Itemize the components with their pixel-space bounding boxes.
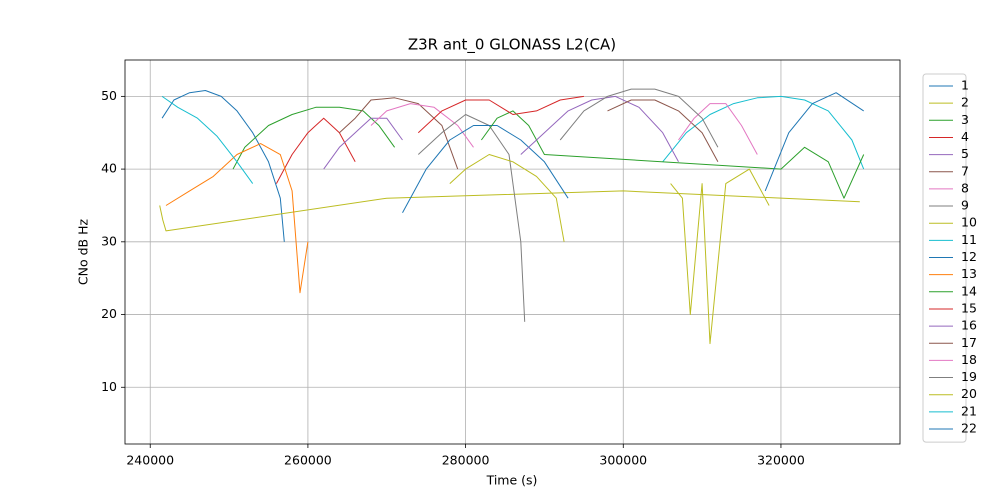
y-tick-label: 10 [101, 379, 117, 394]
y-tick-label: 30 [101, 233, 117, 248]
legend-label: 22 [961, 421, 977, 436]
x-tick-label: 240000 [126, 453, 174, 468]
legend-label: 1 [961, 78, 969, 93]
legend-label: 7 [961, 163, 969, 178]
x-tick-label: 320000 [757, 453, 805, 468]
legend-label: 8 [961, 180, 969, 195]
series-line [159, 190, 860, 232]
series-line [275, 117, 356, 184]
legend-label: 20 [961, 386, 977, 401]
y-tick-label: 20 [101, 306, 117, 321]
legend-label: 14 [961, 283, 977, 298]
series-line [165, 143, 309, 294]
series-line [449, 154, 565, 242]
series-line [339, 97, 459, 170]
series-line [662, 95, 865, 170]
series-line [559, 88, 719, 148]
legend-label: 2 [961, 95, 969, 110]
legend-label: 16 [961, 318, 977, 333]
legend-label: 15 [961, 300, 977, 315]
series-line [764, 92, 864, 192]
legend-label: 17 [961, 335, 977, 350]
series-line [607, 99, 719, 163]
y-tick-label: 50 [101, 88, 117, 103]
plot-frame [124, 59, 901, 445]
x-axis-label: Time (s) [486, 473, 538, 488]
legend-label: 10 [961, 215, 977, 230]
series-line [480, 110, 865, 199]
series-line [402, 125, 569, 213]
series-line [161, 90, 285, 242]
series-line [670, 168, 770, 345]
legend-label: 5 [961, 146, 969, 161]
series-line [417, 114, 526, 322]
legend-label: 19 [961, 369, 977, 384]
legend-label: 12 [961, 249, 977, 264]
legend-label: 9 [961, 198, 969, 213]
y-tick-label: 40 [101, 161, 117, 176]
legend-label: 4 [961, 129, 969, 144]
y-axis-label: CNo dB Hz [76, 218, 91, 285]
series-line [417, 95, 584, 134]
legend-label: 13 [961, 266, 977, 281]
legend-label: 3 [961, 112, 969, 127]
legend-label: 18 [961, 352, 977, 367]
legend-label: 21 [961, 403, 977, 418]
series-line [161, 95, 254, 184]
legend-label: 11 [961, 232, 977, 247]
x-tick-label: 260000 [284, 453, 332, 468]
legend-box [922, 73, 967, 443]
series-line [370, 103, 474, 148]
series-line [678, 103, 758, 155]
series-line [323, 117, 403, 170]
chart-title: Z3R ant_0 GLONASS L2(CA) [408, 36, 616, 55]
x-tick-label: 280000 [442, 453, 490, 468]
x-tick-label: 300000 [599, 453, 647, 468]
series-line [520, 95, 679, 163]
series-line [232, 106, 396, 170]
